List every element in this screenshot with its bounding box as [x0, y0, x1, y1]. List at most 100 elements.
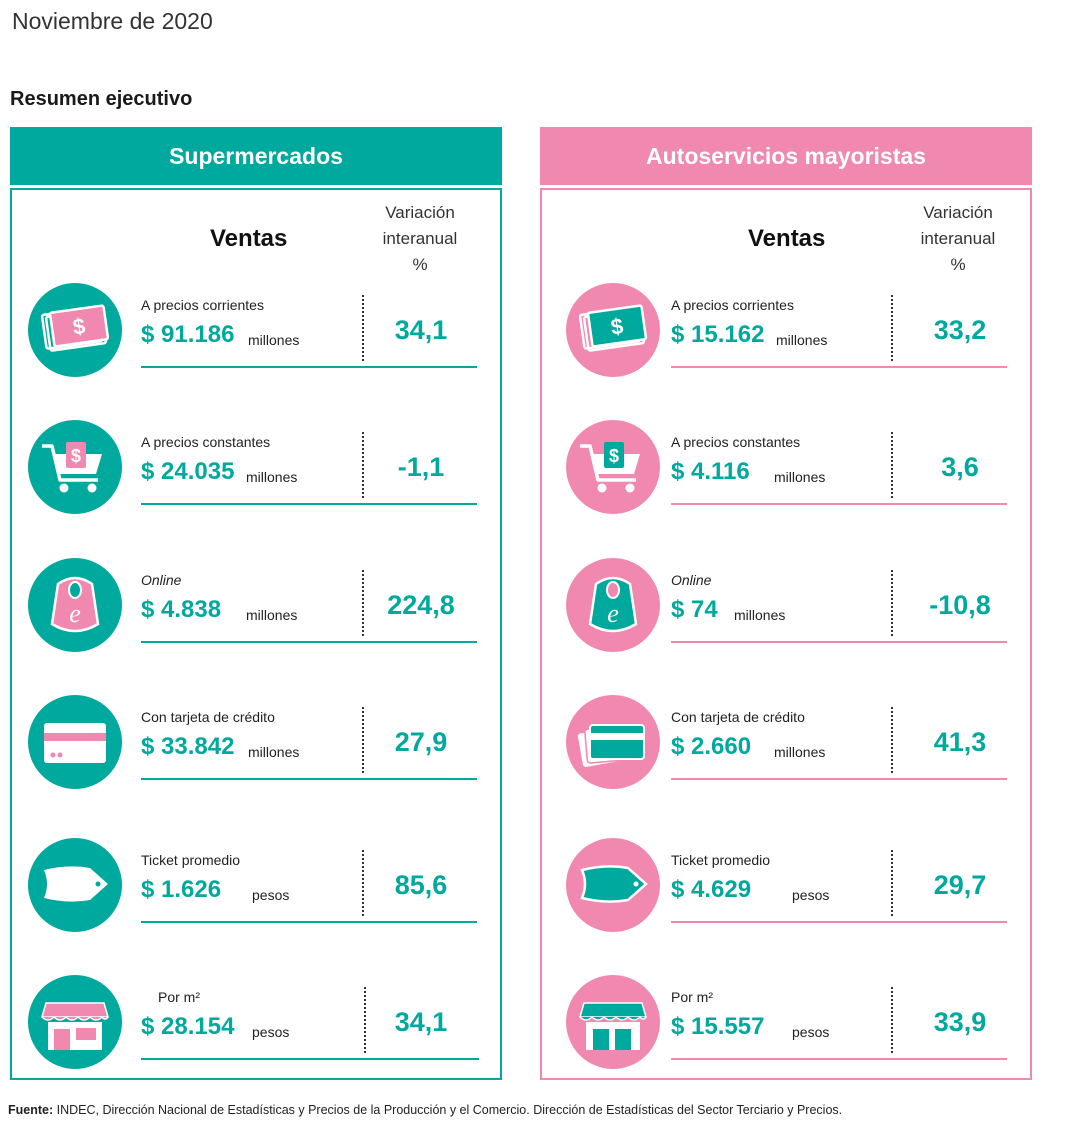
metric-label: A precios constantes [141, 434, 271, 450]
dotted-separator [891, 707, 893, 773]
metric-row: e Online $ 4.838 millones 224,8 [10, 558, 502, 660]
svg-text:e: e [607, 599, 619, 628]
store-icon [28, 975, 122, 1069]
variation-value: 27,9 [394, 727, 448, 757]
metric-value: $ 2.660 [671, 733, 752, 760]
metric-unit: millones [246, 469, 298, 485]
metric-unit: millones [248, 744, 300, 760]
metric-value: $ 91.186 [141, 321, 235, 348]
svg-text:$: $ [71, 313, 87, 339]
metric-label: Por m² [158, 989, 200, 1005]
metric-unit: pesos [252, 1024, 290, 1040]
metric-row: $ A precios constantes $ 24.035 millones… [10, 420, 502, 522]
metric-label: Con tarjeta de crédito [141, 709, 275, 725]
metric-unit: millones [246, 607, 298, 623]
metric-value: $ 4.838 [141, 596, 222, 623]
dotted-separator [891, 295, 893, 361]
row-underline [141, 641, 477, 643]
metric-row: $ A precios constantes $ 4.116 millones … [540, 420, 1032, 522]
row-underline [141, 921, 477, 923]
row-underline [671, 778, 1007, 780]
variation-value: 3,6 [941, 452, 979, 482]
panel-border-left [10, 190, 12, 1080]
variacion-line: % [412, 255, 428, 274]
panel-border-bottom [10, 1078, 502, 1080]
dotted-separator [891, 432, 893, 498]
money-icon: $ [28, 283, 122, 377]
dotted-separator [364, 987, 366, 1053]
metric-row: e Online $ 74 millones -10,8 [540, 558, 1032, 660]
metric-row: Ticket promedio $ 1.626 pesos 85,6 [10, 838, 502, 940]
row-underline [671, 366, 1007, 368]
ticket-icon [566, 838, 660, 932]
source-label: Fuente: [8, 1103, 54, 1117]
metric-value: $ 74 [671, 596, 718, 623]
variation-value: -10,8 [929, 590, 991, 620]
variation-value: 34,1 [394, 1007, 448, 1037]
credit-card-icon [28, 695, 122, 789]
money-icon: $ [566, 283, 660, 377]
dotted-separator [362, 850, 364, 916]
variation-value: 85,6 [394, 870, 448, 900]
metric-label: A precios constantes [671, 434, 801, 450]
metric-value: $ 4.116 [671, 458, 750, 485]
ticket-icon [28, 838, 122, 932]
report-date: Noviembre de 2020 [12, 8, 213, 34]
metric-label: Ticket promedio [671, 852, 771, 868]
section-title: Resumen ejecutivo [10, 88, 193, 110]
metric-label: Con tarjeta de crédito [671, 709, 805, 725]
divider [10, 188, 502, 190]
source-text: INDEC, Dirección Nacional de Estadística… [53, 1103, 843, 1117]
variacion-line: interanual [920, 229, 996, 248]
variation-value: 29,7 [933, 870, 987, 900]
dotted-separator [891, 987, 893, 1053]
panel-border-left [540, 190, 542, 1080]
ventas-header: Ventas [748, 225, 826, 252]
cart-icon: $ [28, 420, 122, 514]
variation-value: 41,3 [933, 727, 987, 757]
panel-autoservicios-mayoristas: Autoservicios mayoristas Ventas Variació… [540, 127, 1032, 1080]
online-bag-icon: e [28, 558, 122, 652]
metric-row: Por m² $ 15.557 pesos 33,9 [540, 975, 1032, 1077]
metric-row: $ A precios corrientes $ 91.186 millones… [10, 283, 502, 385]
variacion-line: % [950, 255, 966, 274]
variacion-header: Variación interanual % [360, 200, 480, 278]
metric-value: $ 1.626 [141, 876, 222, 903]
metric-row: Con tarjeta de crédito $ 2.660 millones … [540, 695, 1032, 797]
panel-border-right [500, 190, 502, 1080]
metric-row: Por m² $ 28.154 pesos 34,1 [10, 975, 502, 1077]
dotted-separator [891, 570, 893, 636]
metric-value: $ 15.162 [671, 321, 765, 348]
variation-value: 34,1 [394, 315, 448, 345]
metric-value: $ 24.035 [141, 458, 235, 485]
svg-text:e: e [69, 599, 81, 628]
variation-value: 33,9 [933, 1007, 987, 1037]
row-underline [141, 503, 477, 505]
variation-value: -1,1 [397, 452, 445, 482]
metric-label: Online [141, 572, 182, 588]
dotted-separator [891, 850, 893, 916]
metric-unit: pesos [792, 887, 830, 903]
metric-unit: millones [248, 332, 300, 348]
dotted-separator [362, 432, 364, 498]
variation-value: 224,8 [387, 590, 455, 620]
variation-value: 33,2 [933, 315, 987, 345]
metric-label: Online [671, 572, 712, 588]
online-bag-icon: e [566, 558, 660, 652]
variacion-line: Variación [385, 203, 455, 222]
metric-unit: millones [774, 744, 826, 760]
metric-label: Ticket promedio [141, 852, 241, 868]
metric-value: $ 33.842 [141, 733, 235, 760]
panel-border-bottom [540, 1078, 1032, 1080]
metric-unit: millones [734, 607, 786, 623]
metric-unit: pesos [792, 1024, 830, 1040]
row-underline [671, 1058, 1007, 1060]
panel-border-right [1030, 190, 1032, 1080]
dotted-separator [362, 570, 364, 636]
cart-icon: $ [566, 420, 660, 514]
svg-text:$: $ [609, 446, 619, 466]
svg-text:$: $ [71, 446, 81, 466]
metric-unit: millones [776, 332, 828, 348]
row-underline [141, 366, 477, 368]
source-footnote: Fuente: INDEC, Dirección Nacional de Est… [8, 1103, 842, 1117]
